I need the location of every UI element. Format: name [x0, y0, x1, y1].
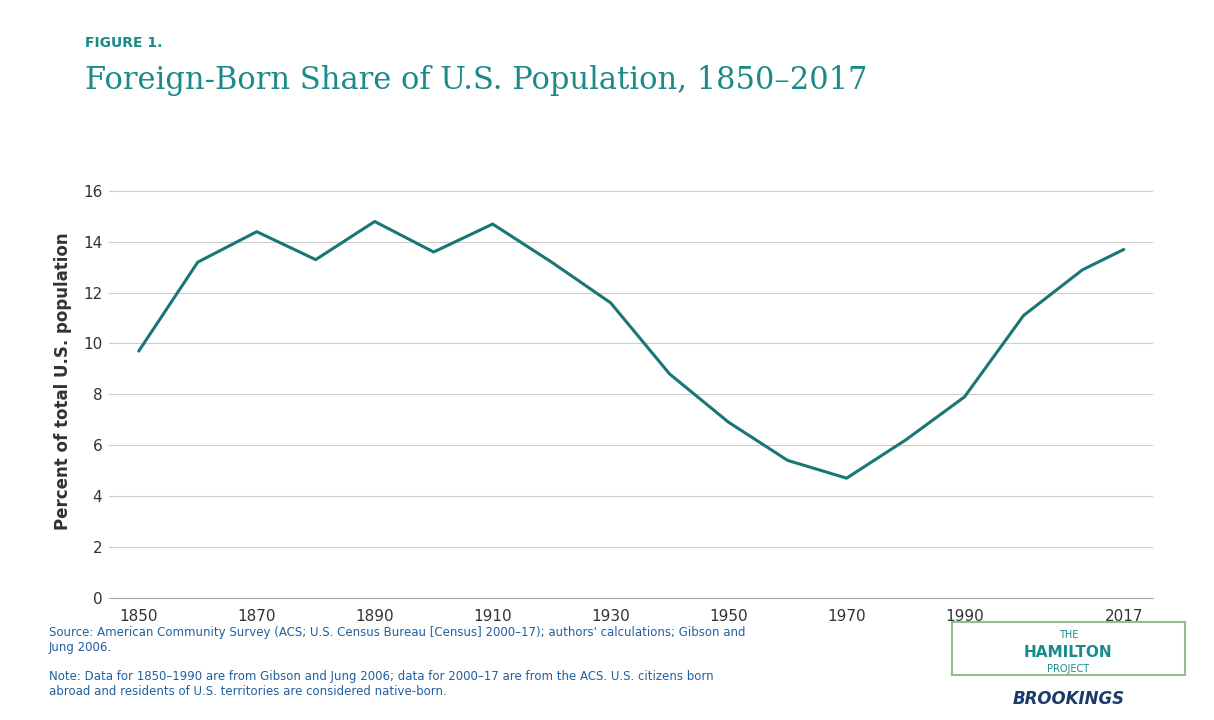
Text: Source: American Community Survey (ACS; U.S. Census Bureau [Census] 2000–17); au: Source: American Community Survey (ACS; …	[49, 626, 745, 654]
Text: Note: Data for 1850–1990 are from Gibson and Jung 2006; data for 2000–17 are fro: Note: Data for 1850–1990 are from Gibson…	[49, 670, 713, 698]
Text: THE: THE	[1059, 629, 1078, 639]
Text: HAMILTON: HAMILTON	[1023, 645, 1113, 660]
Y-axis label: Percent of total U.S. population: Percent of total U.S. population	[53, 233, 72, 531]
Text: Foreign-Born Share of U.S. Population, 1850–2017: Foreign-Born Share of U.S. Population, 1…	[85, 65, 868, 96]
Text: BROOKINGS: BROOKINGS	[1012, 690, 1124, 708]
Text: PROJECT: PROJECT	[1048, 664, 1089, 674]
Text: FIGURE 1.: FIGURE 1.	[85, 36, 163, 50]
FancyBboxPatch shape	[952, 622, 1185, 675]
